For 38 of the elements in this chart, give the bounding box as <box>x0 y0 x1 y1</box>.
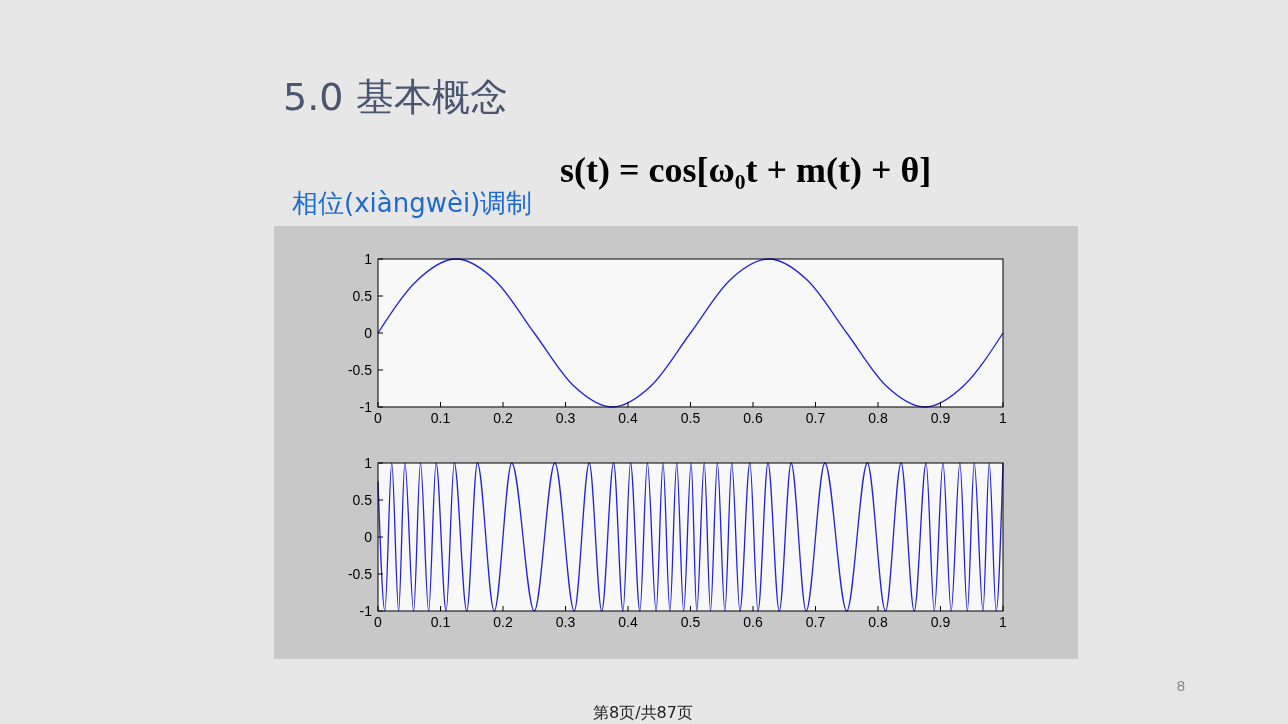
x-tick-label: 0.8 <box>868 614 888 630</box>
y-tick-label: -0.5 <box>347 566 373 582</box>
x-tick-label: 0.4 <box>618 410 638 426</box>
y-tick-label: -1 <box>359 399 373 415</box>
x-tick-label: 0.2 <box>493 410 513 426</box>
text: 第8页/共87页 <box>593 703 693 722</box>
y-tick-label: 0.5 <box>352 492 373 508</box>
x-tick-label: 0.6 <box>743 410 763 426</box>
y-tick-label: 1 <box>364 251 373 267</box>
x-tick-label: 1 <box>999 410 1008 426</box>
x-tick-label: 0.5 <box>680 614 701 630</box>
x-tick-label: 0.5 <box>680 410 701 426</box>
text: s(t) = cos[ω₀t + m(t) + θ] <box>560 150 932 190</box>
x-tick-label: 0.3 <box>555 410 576 426</box>
x-tick-label: 0.9 <box>930 614 951 630</box>
x-tick-label: 0.4 <box>618 614 638 630</box>
y-tick-label: 0 <box>364 529 373 545</box>
y-tick-label: 0.5 <box>352 288 373 304</box>
x-tick-label: 0 <box>374 614 383 630</box>
chart-title: 5.0 基本概念 <box>283 75 508 119</box>
x-tick-label: 0.7 <box>805 614 826 630</box>
x-tick-label: 1 <box>999 614 1008 630</box>
y-tick-label: -0.5 <box>347 362 373 378</box>
x-tick-label: 0 <box>374 410 383 426</box>
x-tick-label: 0.7 <box>805 410 826 426</box>
text: 8 <box>1176 677 1185 694</box>
x-tick-label: 0.3 <box>555 614 576 630</box>
x-tick-label: 0.1 <box>430 614 451 630</box>
x-tick-label: 0.1 <box>430 410 451 426</box>
line-series <box>377 258 1004 408</box>
x-tick-label: 0.9 <box>930 410 951 426</box>
chart-subtitle: 相位(xiàngwèi)调制 <box>292 188 533 218</box>
x-tick-label: 0.2 <box>493 614 513 630</box>
y-tick-label: 0 <box>364 325 373 341</box>
y-tick-label: 1 <box>364 455 373 471</box>
y-tick-label: -1 <box>359 603 373 619</box>
x-tick-label: 0.6 <box>743 614 763 630</box>
x-tick-label: 0.8 <box>868 410 888 426</box>
